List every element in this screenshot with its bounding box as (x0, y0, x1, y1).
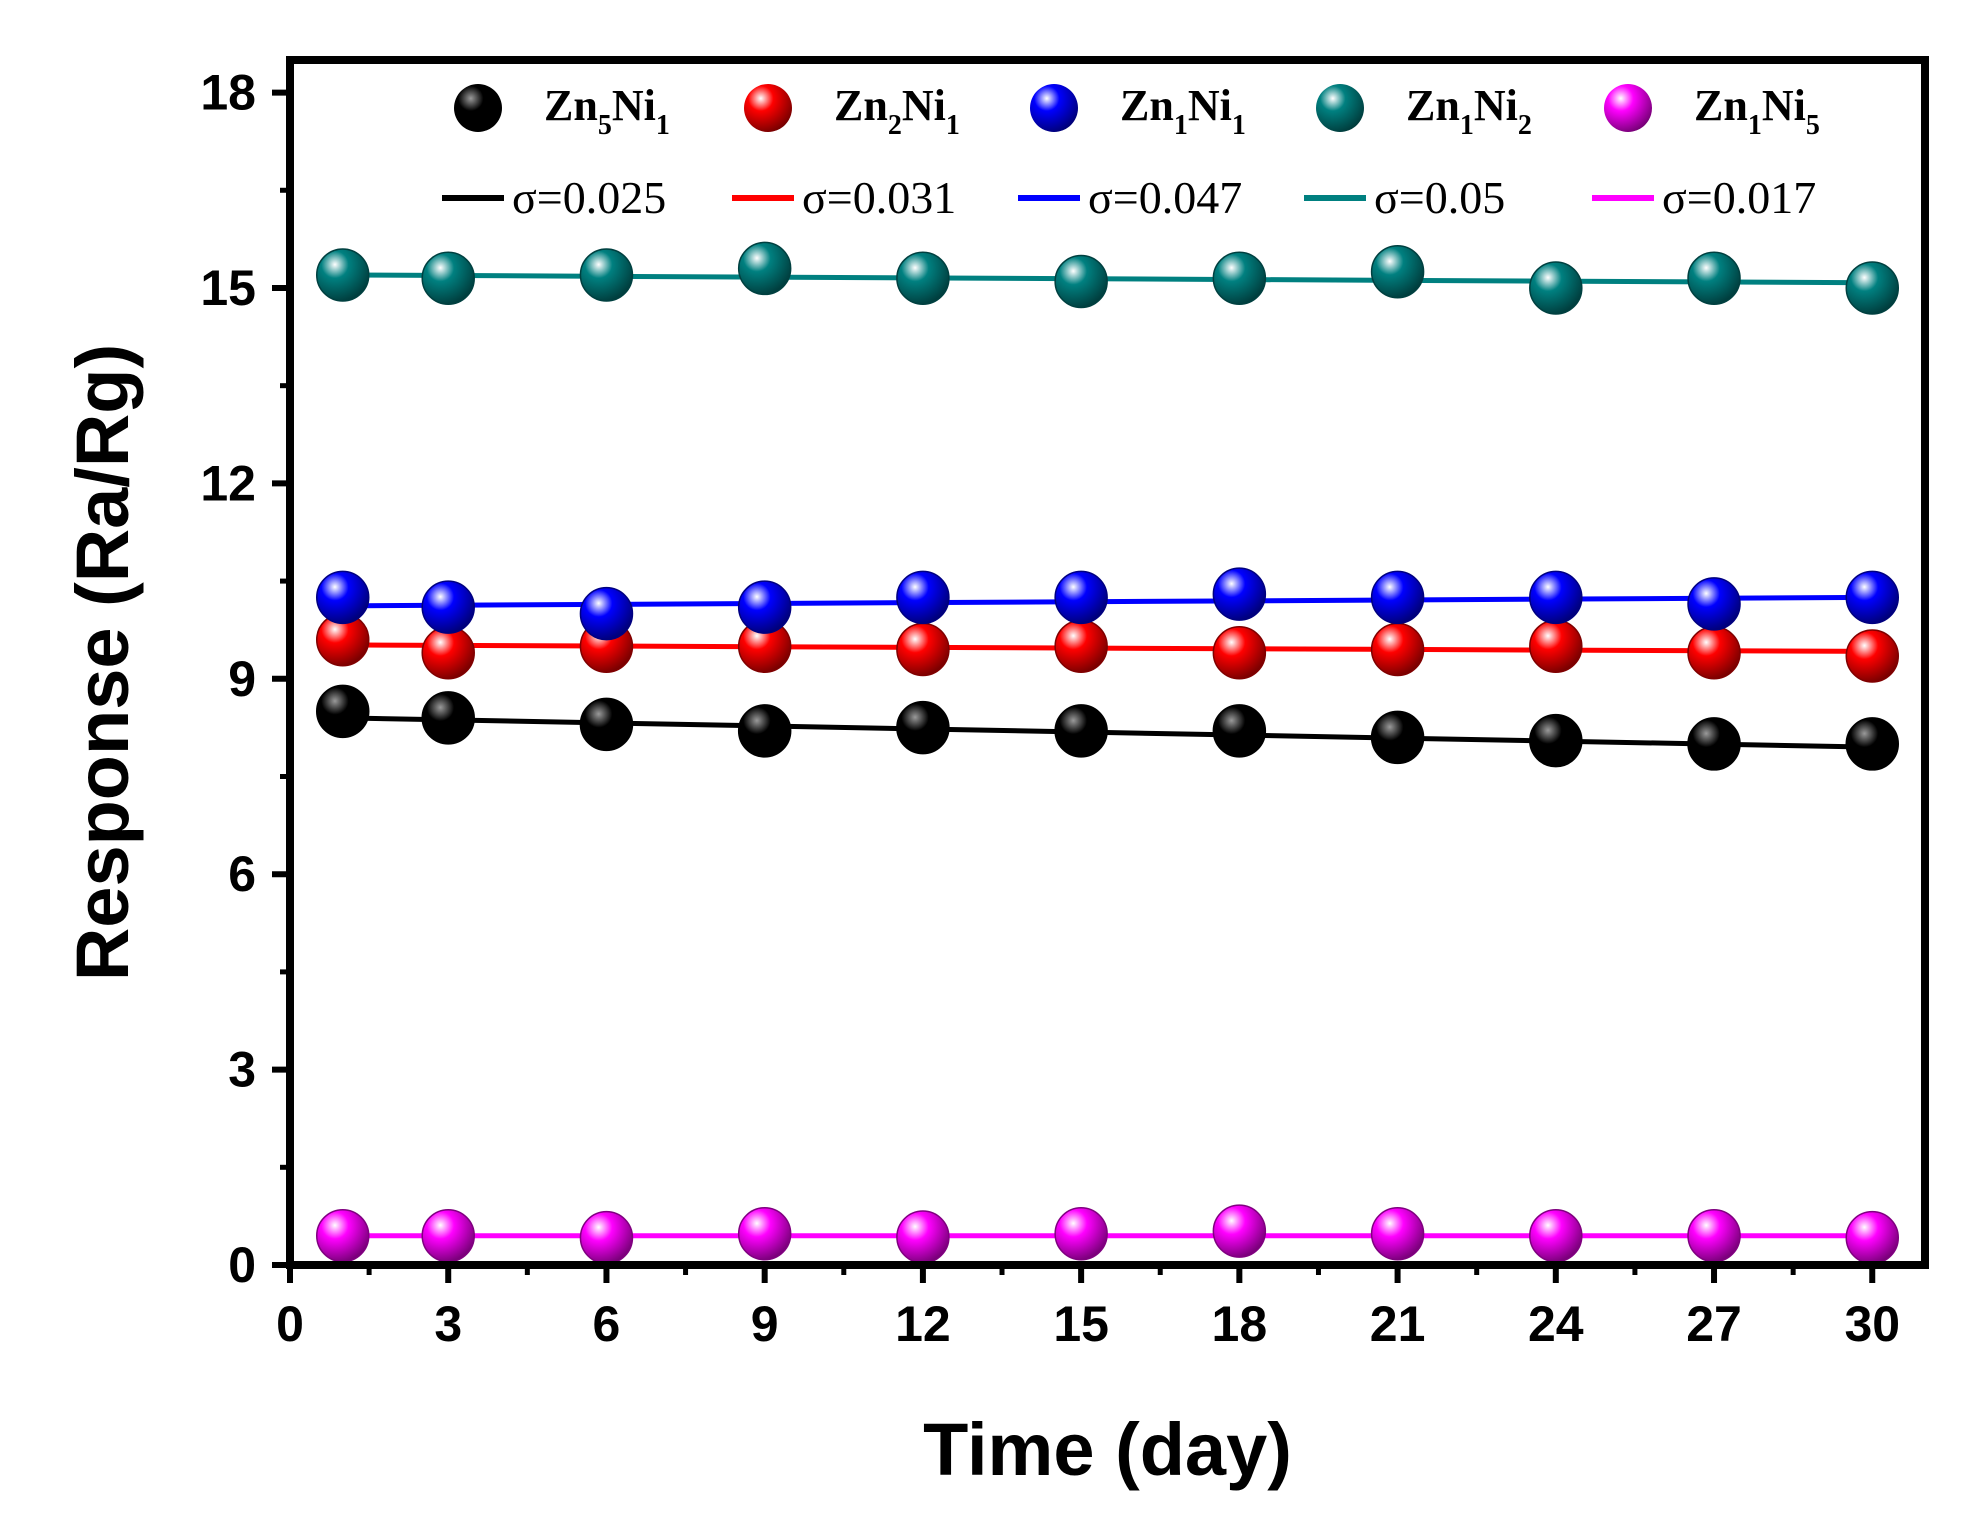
fit-lines (342, 272, 1873, 1239)
point-Zn5Ni1 (579, 697, 634, 752)
point-Zn1Ni5 (1212, 1204, 1267, 1258)
point-Zn1Ni5 (1529, 1208, 1583, 1263)
axis-ticks: 0 3 6 9 12 15 18 21 24 27 30 0 3 6 9 12 15 18 (200, 65, 1900, 1352)
y-axis-title: Response (Ra/Rg) (61, 344, 144, 981)
point-Zn1Ni5 (737, 1206, 792, 1261)
point-Zn1Ni2 (896, 251, 950, 305)
point-Zn2Ni1 (1212, 625, 1267, 680)
legend-label-Zn2Ni1: Zn2Ni1 (834, 81, 960, 141)
data-points (315, 241, 1900, 1265)
point-Zn1Ni5 (1370, 1206, 1425, 1261)
legend-marker-Zn1Ni2 (1316, 84, 1364, 132)
x-tick-label: 21 (1370, 1296, 1426, 1352)
point-Zn1Ni5 (1054, 1206, 1108, 1261)
y-tick-label: 9 (228, 651, 256, 707)
point-Zn5Ni1 (737, 704, 792, 758)
point-Zn2Ni1 (1370, 622, 1425, 677)
legend-sigma-Zn5Ni1: σ=0.025 (512, 172, 666, 223)
point-Zn1Ni5 (1845, 1210, 1900, 1265)
x-tick-label: 0 (276, 1296, 304, 1352)
x-tick-label: 12 (895, 1296, 951, 1352)
point-Zn1Ni1 (1845, 570, 1900, 625)
point-Zn1Ni2 (1212, 251, 1267, 305)
point-Zn1Ni2 (1845, 261, 1900, 315)
point-Zn1Ni1 (1687, 577, 1741, 631)
point-Zn1Ni2 (1687, 251, 1741, 305)
legend-label-Zn1Ni1: Zn1Ni1 (1120, 81, 1246, 141)
point-Zn1Ni2 (1370, 244, 1425, 299)
point-Zn1Ni1 (421, 580, 475, 634)
point-Zn1Ni2 (1054, 254, 1108, 309)
y-tick-label: 0 (228, 1237, 256, 1293)
legend: Zn5Ni1 σ=0.025 Zn2Ni1 σ=0.031 Zn1Ni1 σ=0.047 Z… (442, 81, 1820, 223)
point-Zn1Ni1 (1370, 570, 1425, 625)
point-Zn2Ni1 (1054, 619, 1108, 673)
point-Zn1Ni5 (421, 1208, 475, 1263)
y-tick-label: 3 (228, 1042, 256, 1098)
legend-label-Zn1Ni2: Zn1Ni2 (1406, 81, 1532, 141)
legend-marker-Zn1Ni5 (1604, 84, 1652, 132)
point-Zn1Ni2 (315, 248, 370, 302)
point-Zn2Ni1 (1845, 629, 1900, 683)
point-Zn1Ni2 (421, 251, 475, 305)
y-tick-label: 18 (200, 65, 256, 121)
point-Zn1Ni5 (896, 1210, 950, 1264)
point-Zn1Ni2 (579, 248, 634, 302)
point-Zn5Ni1 (1370, 710, 1425, 765)
point-Zn2Ni1 (1687, 625, 1741, 680)
point-Zn1Ni2 (1529, 261, 1583, 315)
point-Zn1Ni5 (579, 1210, 634, 1265)
x-tick-label: 15 (1053, 1296, 1109, 1352)
y-tick-label: 15 (200, 260, 256, 316)
legend-marker-Zn1Ni1 (1030, 84, 1078, 132)
x-tick-label: 9 (751, 1296, 779, 1352)
point-Zn1Ni5 (1687, 1208, 1741, 1263)
x-tick-label: 18 (1212, 1296, 1268, 1352)
point-Zn2Ni1 (896, 622, 950, 677)
legend-label-Zn1Ni5: Zn1Ni5 (1694, 81, 1820, 141)
legend-marker-Zn5Ni1 (454, 84, 502, 132)
point-Zn5Ni1 (1845, 717, 1900, 771)
point-Zn5Ni1 (1687, 717, 1741, 771)
point-Zn1Ni1 (1212, 567, 1267, 621)
point-Zn5Ni1 (1529, 713, 1583, 768)
point-Zn1Ni1 (1054, 570, 1108, 625)
y-tick-label: 6 (228, 846, 256, 902)
x-axis-title: Time (day) (923, 1408, 1292, 1491)
x-tick-label: 27 (1686, 1296, 1742, 1352)
plot-frame (286, 56, 1929, 1269)
point-Zn5Ni1 (1054, 704, 1108, 758)
x-tick-label: 6 (593, 1296, 621, 1352)
legend-label-Zn5Ni1: Zn5Ni1 (544, 81, 670, 141)
point-Zn2Ni1 (1529, 619, 1583, 673)
point-Zn5Ni1 (421, 691, 475, 745)
point-Zn2Ni1 (421, 625, 475, 680)
y-tick-label: 12 (200, 455, 256, 511)
point-Zn1Ni1 (896, 570, 950, 625)
x-tick-label: 30 (1844, 1296, 1900, 1352)
legend-marker-Zn2Ni1 (744, 84, 792, 132)
point-Zn1Ni1 (1529, 570, 1583, 625)
point-Zn5Ni1 (315, 684, 370, 739)
legend-sigma-Zn2Ni1: σ=0.031 (802, 172, 956, 223)
point-Zn1Ni1 (315, 570, 370, 625)
x-tick-label: 24 (1528, 1296, 1584, 1352)
legend-sigma-Zn1Ni1: σ=0.047 (1088, 172, 1242, 223)
point-Zn5Ni1 (1212, 704, 1267, 758)
point-Zn1Ni1 (579, 586, 634, 641)
point-Zn1Ni1 (737, 580, 792, 634)
x-tick-label: 3 (434, 1296, 462, 1352)
point-Zn5Ni1 (896, 700, 950, 755)
point-Zn1Ni5 (315, 1208, 370, 1263)
legend-sigma-Zn1Ni5: σ=0.017 (1662, 172, 1816, 223)
point-Zn1Ni2 (737, 241, 792, 296)
legend-sigma-Zn1Ni2: σ=0.05 (1374, 172, 1505, 223)
